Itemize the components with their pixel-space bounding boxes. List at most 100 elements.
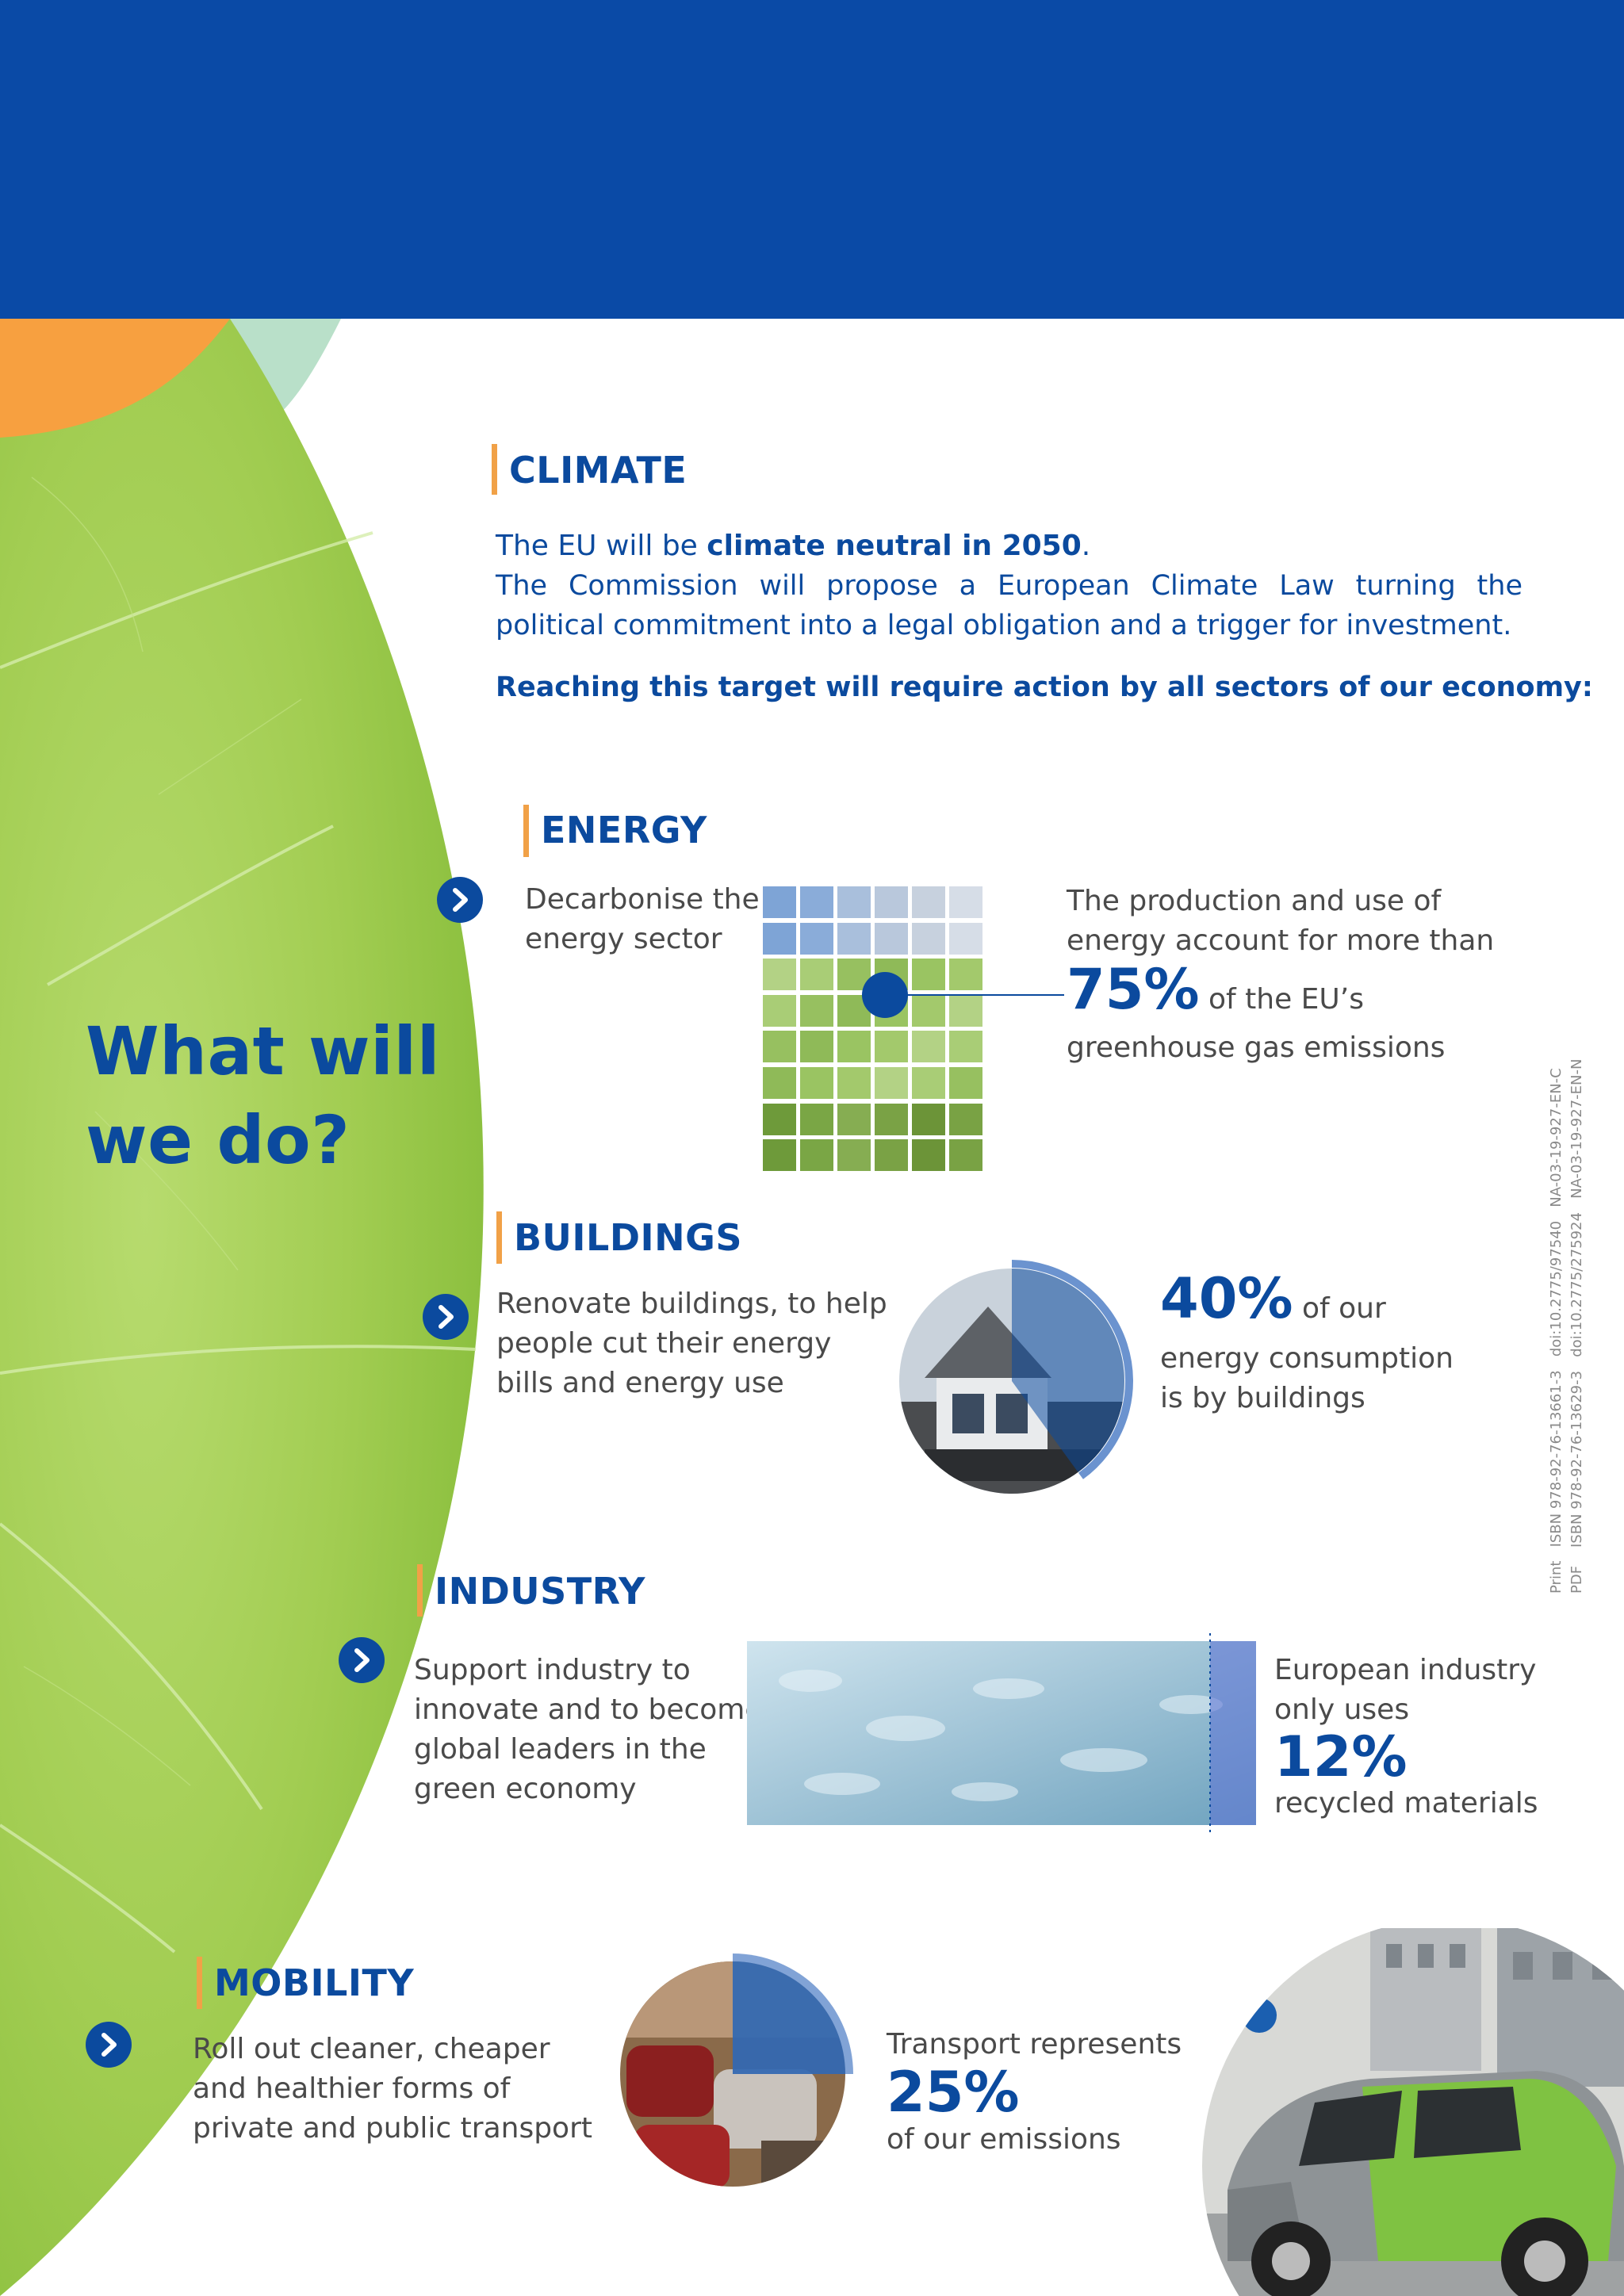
energy-grid-cell xyxy=(949,1031,982,1063)
energy-grid-cell xyxy=(949,1103,982,1135)
energy-grid-cell xyxy=(800,959,833,991)
energy-fact-line4: greenhouse gas emissions xyxy=(1067,1031,1446,1064)
energy-grid-cell xyxy=(800,1139,833,1172)
climate-intro-bold: climate neutral in 2050 xyxy=(707,530,1082,562)
energy-grid-cell xyxy=(949,1139,982,1172)
energy-grid-cell xyxy=(763,922,796,955)
industry-fact-line1: European industry xyxy=(1274,1654,1537,1686)
buildings-stat-line: 40% of our xyxy=(1160,1269,1454,1339)
mobility-fact-line1: Transport represents xyxy=(887,2028,1182,2061)
leaf-title: What will we do? xyxy=(86,1007,440,1184)
climate-intro-prefix: The EU will be xyxy=(496,530,707,562)
energy-grid-cell xyxy=(800,1067,833,1099)
chevron-right-icon xyxy=(439,1305,454,1329)
energy-grid-cell xyxy=(875,1103,908,1135)
energy-grid-cell xyxy=(949,959,982,991)
energy-grid-cell xyxy=(800,922,833,955)
energy-stat-line: 75% of the EU’s xyxy=(1067,961,1542,1028)
leaf-background xyxy=(0,319,484,2296)
mobility-title: MOBILITY xyxy=(214,1961,415,2004)
energy-grid-cell xyxy=(800,1103,833,1135)
energy-grid-cell xyxy=(949,922,982,955)
energy-action: Decarbonise the energy sector xyxy=(525,880,760,959)
energy-grid-cell xyxy=(800,994,833,1027)
mobility-fact: Transport represents 25% of our emission… xyxy=(887,2025,1182,2160)
energy-grid-cell xyxy=(912,1139,945,1172)
energy-arrow-button[interactable] xyxy=(437,877,483,923)
climate-body: The Commission will propose a European C… xyxy=(496,570,1522,641)
buildings-action-line2: people cut their energy xyxy=(496,1327,832,1360)
industry-title: INDUSTRY xyxy=(435,1570,645,1613)
energy-grid-cell xyxy=(949,1067,982,1099)
energy-grid-cell xyxy=(837,1067,871,1099)
chevron-right-icon xyxy=(102,2033,117,2057)
energy-grid-cell xyxy=(875,1067,908,1099)
industry-action-line2: innovate and to become xyxy=(414,1693,763,1726)
buildings-action-line1: Renovate buildings, to help xyxy=(496,1288,887,1320)
buildings-arrow-button[interactable] xyxy=(423,1294,469,1340)
mobility-pie-image xyxy=(620,1954,853,2187)
energy-grid-cell xyxy=(912,994,945,1027)
industry-accent-bar xyxy=(417,1564,423,1617)
energy-grid-cell xyxy=(912,922,945,955)
chevron-right-icon xyxy=(453,888,468,912)
buildings-fact-line3: is by buildings xyxy=(1160,1382,1365,1414)
mobility-fact-line3: of our emissions xyxy=(887,2123,1121,2156)
energy-grid-cell xyxy=(949,886,982,918)
energy-grid-cell xyxy=(875,1031,908,1063)
climate-intro-suffix: . xyxy=(1081,530,1091,562)
mobility-action-line3: private and public transport xyxy=(193,2112,592,2145)
header-band xyxy=(0,0,1624,319)
buildings-stat-suffix: of our xyxy=(1302,1292,1386,1325)
energy-stat-suffix: of the EU’s xyxy=(1208,983,1364,1016)
energy-grid-cell xyxy=(912,1031,945,1063)
mobility-arrow-button[interactable] xyxy=(86,2022,132,2068)
buildings-share-rim xyxy=(1011,1260,1133,1479)
buildings-action-line3: bills and energy use xyxy=(496,1367,784,1399)
climate-call-to-action: Reaching this target will require action… xyxy=(496,672,1593,703)
industry-fact-line2: only uses xyxy=(1274,1693,1410,1726)
industry-action-line1: Support industry to xyxy=(414,1654,691,1686)
industry-arrow-button[interactable] xyxy=(339,1637,385,1683)
energy-grid-cell xyxy=(763,1103,796,1135)
industry-action: Support industry to innovate and to beco… xyxy=(414,1651,763,1809)
mobility-action-line2: and healthier forms of xyxy=(193,2072,511,2105)
energy-grid-cell xyxy=(912,1067,945,1099)
energy-action-line2: energy sector xyxy=(525,923,722,955)
energy-title: ENERGY xyxy=(541,809,707,851)
energy-stat: 75% xyxy=(1067,957,1200,1022)
energy-accent-bar xyxy=(523,805,529,857)
chevron-right-icon xyxy=(354,1648,370,1672)
buildings-accent-bar xyxy=(496,1211,502,1264)
industry-share-block xyxy=(1210,1641,1256,1825)
energy-action-line1: Decarbonise the xyxy=(525,883,760,916)
industry-stat: 12% xyxy=(1274,1724,1408,1789)
buildings-pie-image xyxy=(899,1260,1133,1494)
energy-grid-cell xyxy=(763,1031,796,1063)
industry-action-line3: global leaders in the xyxy=(414,1733,707,1766)
buildings-share-wedge xyxy=(1012,1269,1124,1472)
energy-grid-cell xyxy=(800,886,833,918)
industry-action-line4: green economy xyxy=(414,1773,637,1805)
mobility-action-line1: Roll out cleaner, cheaper xyxy=(193,2033,550,2065)
energy-grid-cell xyxy=(763,994,796,1027)
energy-grid-cell xyxy=(912,886,945,918)
mobility-accent-bar xyxy=(197,1957,202,2009)
mobility-share-wedge xyxy=(733,1961,845,2074)
mobility-stat: 25% xyxy=(887,2060,1020,2125)
energy-grid-cell xyxy=(763,1067,796,1099)
energy-grid-cell xyxy=(875,922,908,955)
industry-fact-line4: recycled materials xyxy=(1274,1787,1538,1820)
energy-fact: The production and use of energy account… xyxy=(1067,882,1542,1068)
energy-grid-cell xyxy=(875,886,908,918)
mobility-action: Roll out cleaner, cheaper and healthier … xyxy=(193,2030,592,2149)
buildings-fact-line2: energy consumption xyxy=(1160,1342,1454,1375)
energy-grid-cell xyxy=(949,994,982,1027)
energy-image-grid xyxy=(763,886,988,1175)
buildings-action: Renovate buildings, to help people cut t… xyxy=(496,1284,887,1403)
leaf-title-line1: What will xyxy=(86,1012,441,1090)
energy-grid-cell xyxy=(837,1031,871,1063)
buildings-fact: 40% of our energy consumption is by buil… xyxy=(1160,1269,1454,1418)
side-identifiers: Print ISBN 978-92-76-13661-3 doi:10.2775… xyxy=(1546,1059,1588,1594)
energy-grid-cell xyxy=(912,959,945,991)
